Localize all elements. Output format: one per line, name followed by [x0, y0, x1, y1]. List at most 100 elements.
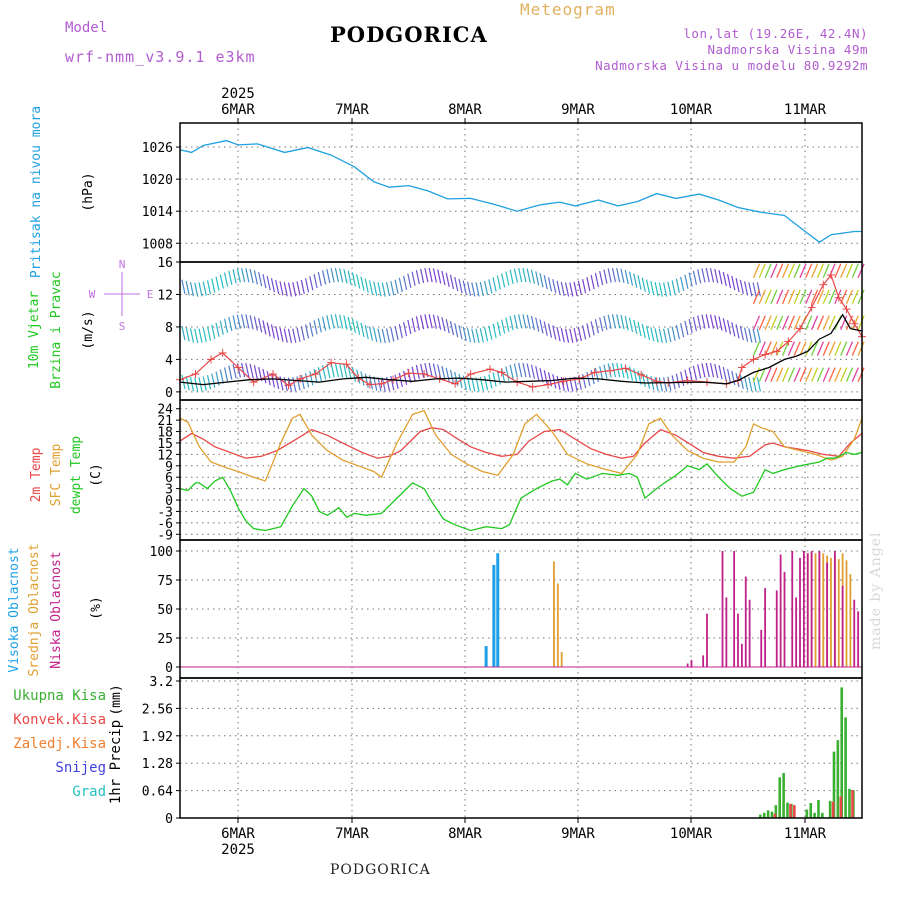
cloud-bar: [814, 553, 817, 667]
wind-barb: [714, 268, 719, 284]
wind-barb: [462, 326, 467, 341]
wind-barb-strong: [776, 367, 784, 382]
year-label-bottom: 2025: [221, 842, 255, 858]
wind-barb-strong: [787, 315, 795, 330]
y-tick-label: 0.64: [142, 785, 173, 800]
y-tick-label: 50: [157, 603, 173, 618]
wind-barb-strong: [752, 341, 761, 356]
wind-barb: [688, 318, 693, 334]
wind-barb-strong: [805, 315, 813, 330]
model-altitude: Nadmorska Visina u modelu 80.9292m: [595, 58, 868, 73]
cloud-bar: [744, 576, 747, 667]
wind-barb-strong: [816, 367, 825, 382]
wind-barb: [266, 276, 271, 291]
precip-bar: [789, 803, 792, 818]
wind-barb: [360, 276, 365, 291]
wind-barb: [241, 362, 246, 378]
wind-barb: [343, 269, 348, 284]
wind-barb-strong: [781, 367, 790, 382]
wind-barb: [590, 321, 595, 336]
wind-barb: [420, 315, 425, 330]
wind-barb: [270, 373, 276, 388]
wind-barb: [351, 318, 357, 333]
wind-barb: [189, 282, 195, 297]
wind-barb: [223, 367, 229, 382]
wind-barb: [181, 279, 186, 294]
wind-barb-strong: [793, 367, 801, 382]
wind-barb-strong: [793, 341, 801, 356]
cloud-bar: [783, 571, 786, 667]
y-tick-label: 8: [165, 321, 173, 336]
wind-barb: [624, 316, 629, 331]
wind-barb: [428, 267, 433, 283]
cloud-bar: [806, 553, 809, 667]
cloud-bar: [690, 660, 693, 667]
wind-barb: [560, 281, 565, 297]
precip-bar: [766, 810, 770, 818]
temperature-line-dewpt: [179, 451, 863, 532]
wind-barb: [620, 363, 625, 378]
wind-barb-strong: [845, 289, 854, 304]
cloud-bar: [686, 663, 689, 667]
wind-barb-strong: [770, 263, 778, 278]
wind-barb: [475, 282, 480, 297]
wind-barb: [582, 325, 587, 340]
wind-barb: [603, 269, 608, 284]
wind-barb: [287, 282, 293, 297]
wind-barb-strong: [752, 263, 761, 278]
wind-barb-strong: [851, 315, 859, 330]
wind-barb: [364, 324, 369, 340]
y-tick-label: 3: [165, 483, 173, 498]
wind-barb: [407, 319, 412, 335]
wind-barb: [586, 323, 591, 338]
wind-barb: [663, 282, 668, 297]
wind-barb: [641, 323, 646, 339]
wind-barb-strong: [758, 341, 766, 356]
y-tick-label: 1014: [142, 205, 173, 220]
wind-barb: [556, 280, 561, 295]
wind-barb: [236, 268, 241, 283]
wind-barb: [403, 275, 408, 290]
wind-barb: [552, 325, 557, 340]
wind-barb: [223, 272, 229, 287]
cloud-bar: [740, 643, 743, 667]
wind-barb-strong: [793, 289, 801, 304]
wind-barb: [744, 281, 749, 296]
model-value: wrf-nmm_v3.9.1 e3km: [65, 48, 256, 66]
wind-barb: [530, 364, 536, 379]
wind-barb: [403, 322, 408, 337]
wind-barb-strong: [851, 289, 859, 304]
wind-barb: [479, 281, 484, 297]
wind-barb: [202, 281, 207, 296]
x-tick-label-top: 11MAR: [784, 102, 827, 118]
wind-barb: [744, 327, 749, 342]
wind-barb: [684, 320, 689, 336]
wind-barb: [739, 374, 744, 389]
cloud-bar: [721, 551, 724, 667]
wind-barb: [304, 373, 310, 388]
wind-barb: [726, 273, 732, 289]
wind-barb: [326, 363, 331, 379]
precip-bar: [848, 788, 851, 818]
precip-title-label: 1hr Precip: [108, 720, 124, 804]
wind-barb: [262, 274, 267, 289]
wind-barb: [577, 326, 582, 342]
wind-barb: [692, 365, 698, 380]
wind-barb: [292, 282, 297, 297]
wind-barb: [607, 268, 612, 283]
wind-barb-strong: [764, 315, 772, 330]
wind-barb: [287, 328, 293, 343]
cloud-bar: [802, 551, 805, 667]
wind-barb: [445, 319, 450, 334]
wind-barb: [394, 279, 399, 294]
wind-barb: [501, 273, 506, 288]
wind-barb: [594, 319, 599, 334]
compass-west: W: [89, 288, 96, 301]
wind-barb: [441, 365, 446, 381]
wind-barb: [709, 363, 715, 378]
wind-barb: [714, 315, 719, 330]
wind-barb-strong: [857, 263, 865, 278]
compass-north: N: [119, 258, 126, 271]
wind-barb: [279, 281, 284, 296]
wind-barb: [411, 317, 416, 333]
